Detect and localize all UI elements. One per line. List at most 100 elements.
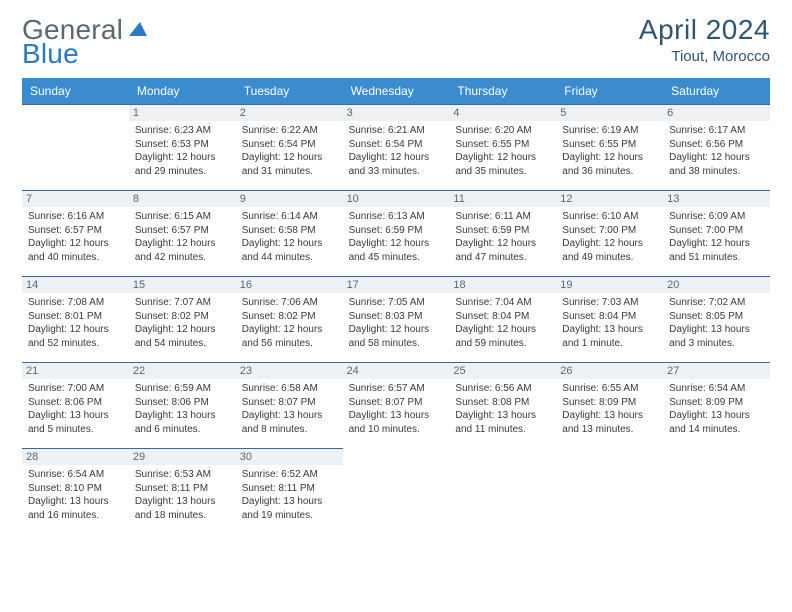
calendar-cell: 6Sunrise: 6:17 AMSunset: 6:56 PMDaylight… [663,104,770,190]
day-number: 11 [449,191,556,207]
day-info: Sunrise: 6:56 AMSunset: 8:08 PMDaylight:… [455,382,550,436]
calendar-cell: 7 Sunrise: 6:16 AMSunset: 6:57 PMDaylight… [22,190,129,276]
day-info: Sunrise: 6:13 AMSunset: 6:59 PMDaylight:… [349,210,444,264]
day-info: Sunrise: 6:10 AMSunset: 7:00 PMDaylight:… [562,210,657,264]
calendar-cell: 17 Sunrise: 7:05 AMSunset: 8:03 PMDayligh… [343,276,450,362]
title-block: April 2024 Tiout, Morocco [639,14,770,65]
calendar-cell [556,448,663,534]
day-header: Saturday [663,78,770,104]
location: Tiout, Morocco [639,48,770,65]
calendar-cell: 28 Sunrise: 6:54 AMSunset: 8:10 PMDayligh… [22,448,129,534]
day-number: 2 [236,105,343,121]
day-number: 26 [556,363,663,379]
calendar-cell: 23 Sunrise: 6:58 AMSunset: 8:07 PMDayligh… [236,362,343,448]
topbar: General Blue April 2024 Tiout, Morocco [22,14,770,72]
day-header: Wednesday [343,78,450,104]
logo-text: General Blue [22,14,123,70]
calendar-cell: 27Sunrise: 6:54 AMSunset: 8:09 PMDayligh… [663,362,770,448]
day-info: Sunrise: 6:09 AMSunset: 7:00 PMDaylight:… [669,210,764,264]
day-info: Sunrise: 6:14 AMSunset: 6:58 PMDaylight:… [242,210,337,264]
day-number: 28 [22,449,129,465]
day-info: Sunrise: 6:16 AMSunset: 6:57 PMDaylight:… [28,210,123,264]
day-number: 3 [343,105,450,121]
day-number: 24 [343,363,450,379]
day-info: Sunrise: 6:59 AMSunset: 8:06 PMDaylight:… [135,382,230,436]
calendar-cell: 11 Sunrise: 6:11 AMSunset: 6:59 PMDayligh… [449,190,556,276]
calendar-cell [449,448,556,534]
day-info: Sunrise: 7:08 AMSunset: 8:01 PMDaylight:… [28,296,123,350]
calendar-cell: 13 Sunrise: 6:09 AMSunset: 7:00 PMDayligh… [663,190,770,276]
day-info: Sunrise: 6:52 AMSunset: 8:11 PMDaylight:… [242,468,337,522]
day-info: Sunrise: 7:07 AMSunset: 8:02 PMDaylight:… [135,296,230,350]
page: General Blue April 2024 Tiout, Morocco S… [0,0,792,548]
day-number: 22 [129,363,236,379]
calendar-cell: 26 Sunrise: 6:55 AMSunset: 8:09 PMDayligh… [556,362,663,448]
day-info: Sunrise: 7:02 AMSunset: 8:05 PMDaylight:… [669,296,764,350]
month-title: April 2024 [639,14,770,46]
calendar-cell: 14 Sunrise: 7:08 AMSunset: 8:01 PMDayligh… [22,276,129,362]
day-number: 16 [236,277,343,293]
logo-word-blue: Blue [22,38,79,69]
day-info: Sunrise: 6:55 AMSunset: 8:09 PMDaylight:… [562,382,657,436]
day-number: 30 [236,449,343,465]
day-info: Sunrise: 6:15 AMSunset: 6:57 PMDaylight:… [135,210,230,264]
day-number: 9 [236,191,343,207]
calendar-cell: 21 Sunrise: 7:00 AMSunset: 8:06 PMDayligh… [22,362,129,448]
day-number: 23 [236,363,343,379]
day-info: Sunrise: 6:54 AMSunset: 8:10 PMDaylight:… [28,468,123,522]
day-number: 15 [129,277,236,293]
calendar-cell: 15 Sunrise: 7:07 AMSunset: 8:02 PMDayligh… [129,276,236,362]
calendar-cell: 24 Sunrise: 6:57 AMSunset: 8:07 PMDayligh… [343,362,450,448]
calendar-cell: 12 Sunrise: 6:10 AMSunset: 7:00 PMDayligh… [556,190,663,276]
calendar-cell: 2 Sunrise: 6:22 AMSunset: 6:54 PMDaylight… [236,104,343,190]
day-number: 18 [449,277,556,293]
day-number: 8 [129,191,236,207]
day-info: Sunrise: 7:00 AMSunset: 8:06 PMDaylight:… [28,382,123,436]
calendar-cell: 16 Sunrise: 7:06 AMSunset: 8:02 PMDayligh… [236,276,343,362]
day-number: 1 [129,105,236,121]
day-info: Sunrise: 6:57 AMSunset: 8:07 PMDaylight:… [349,382,444,436]
day-info: Sunrise: 6:23 AMSunset: 6:53 PMDaylight:… [135,124,230,178]
day-number: 20 [663,277,770,293]
calendar-cell [22,104,129,190]
day-info: Sunrise: 6:58 AMSunset: 8:07 PMDaylight:… [242,382,337,436]
day-info: Sunrise: 7:04 AMSunset: 8:04 PMDaylight:… [455,296,550,350]
day-number: 21 [22,363,129,379]
day-number: 10 [343,191,450,207]
calendar-cell [343,448,450,534]
day-number: 13 [663,191,770,207]
day-number: 25 [449,363,556,379]
day-header: Monday [129,78,236,104]
calendar-cell: 5Sunrise: 6:19 AMSunset: 6:55 PMDaylight… [556,104,663,190]
calendar-cell: 19Sunrise: 7:03 AMSunset: 8:04 PMDayligh… [556,276,663,362]
day-number: 12 [556,191,663,207]
day-number: 4 [449,105,556,121]
day-info: Sunrise: 6:11 AMSunset: 6:59 PMDaylight:… [455,210,550,264]
calendar-cell: 30 Sunrise: 6:52 AMSunset: 8:11 PMDayligh… [236,448,343,534]
triangle-icon [129,20,151,43]
day-info: Sunrise: 7:06 AMSunset: 8:02 PMDaylight:… [242,296,337,350]
day-info: Sunrise: 6:22 AMSunset: 6:54 PMDaylight:… [242,124,337,178]
day-header: Friday [556,78,663,104]
day-info: Sunrise: 6:53 AMSunset: 8:11 PMDaylight:… [135,468,230,522]
day-header: Sunday [22,78,129,104]
day-info: Sunrise: 6:17 AMSunset: 6:56 PMDaylight:… [669,124,764,178]
day-number: 29 [129,449,236,465]
day-header: Thursday [449,78,556,104]
calendar-cell: 1 Sunrise: 6:23 AMSunset: 6:53 PMDaylight… [129,104,236,190]
day-info: Sunrise: 7:03 AMSunset: 8:04 PMDaylight:… [562,296,657,350]
day-info: Sunrise: 6:21 AMSunset: 6:54 PMDaylight:… [349,124,444,178]
day-number: 7 [22,191,129,207]
calendar-cell: 18 Sunrise: 7:04 AMSunset: 8:04 PMDayligh… [449,276,556,362]
calendar-grid: SundayMondayTuesdayWednesdayThursdayFrid… [22,78,770,534]
day-number: 5 [556,105,663,121]
calendar-cell: 20 Sunrise: 7:02 AMSunset: 8:05 PMDayligh… [663,276,770,362]
day-number: 14 [22,277,129,293]
calendar-cell: 9 Sunrise: 6:14 AMSunset: 6:58 PMDaylight… [236,190,343,276]
day-info: Sunrise: 7:05 AMSunset: 8:03 PMDaylight:… [349,296,444,350]
calendar-cell [663,448,770,534]
calendar-cell: 25 Sunrise: 6:56 AMSunset: 8:08 PMDayligh… [449,362,556,448]
day-number: 27 [663,363,770,379]
logo: General Blue [22,14,151,70]
day-number: 17 [343,277,450,293]
